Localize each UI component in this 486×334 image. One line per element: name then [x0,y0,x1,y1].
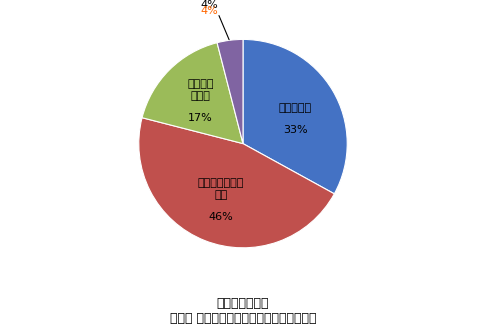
Text: 参加したい: 参加したい [278,103,312,113]
Text: 46%: 46% [208,212,233,222]
Text: どちらともいえ
ない: どちらともいえ ない [198,178,244,200]
Wedge shape [217,39,243,144]
Text: 17%: 17% [188,113,213,123]
Wedge shape [243,39,347,194]
Wedge shape [142,43,243,144]
Text: 是非参加
したい: 是非参加 したい [187,79,213,101]
Text: アンケート結果
景観の 催しなどに参加したいと思いますか: アンケート結果 景観の 催しなどに参加したいと思いますか [170,297,316,325]
Text: 4%: 4% [201,6,219,16]
Text: 参加したくな
い
4%: 参加したくな い 4% [190,0,229,40]
Wedge shape [139,118,334,248]
Text: 33%: 33% [283,125,307,135]
